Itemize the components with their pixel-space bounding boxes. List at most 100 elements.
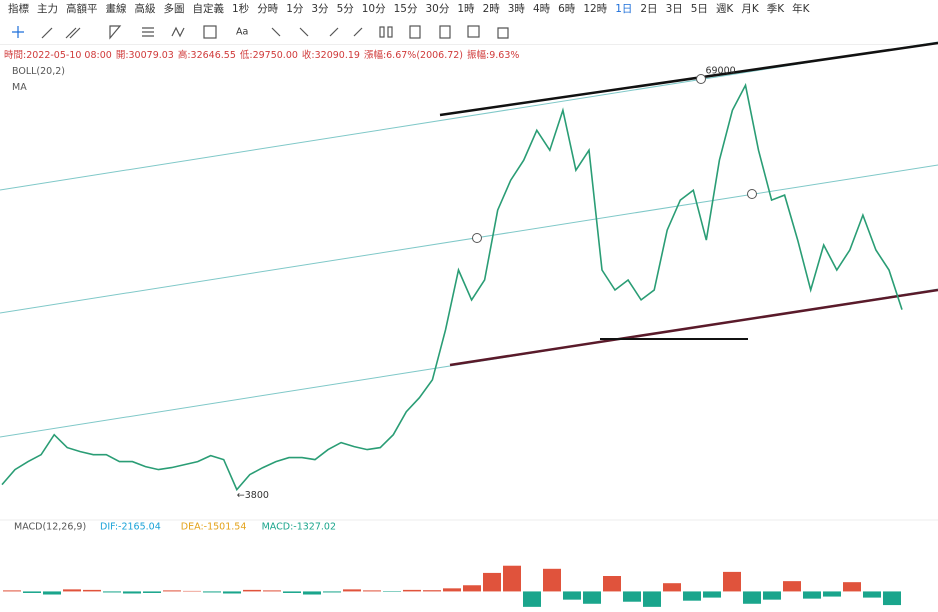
macd-bar [863,591,881,598]
toolbar-item[interactable]: 6時 [558,3,576,15]
toolbar-item[interactable]: 1分 [286,3,304,15]
macd-bar [543,568,561,592]
macd-bar [283,591,301,593]
macd-bar [3,590,21,592]
macd-bar [783,581,801,592]
macd-bar [323,591,341,593]
toolbar-item[interactable]: 畫線 [105,3,127,15]
macd-bar [423,590,441,592]
macd-bar [803,591,821,599]
macd-bar [823,591,841,597]
toolbar-item[interactable]: 3時 [507,3,525,15]
macd-bar [483,572,501,592]
toolbar-item[interactable]: 指標 [8,3,29,15]
support-line [449,288,938,367]
indicator-label[interactable]: BOLL(20,2) [12,66,65,77]
toolbar-item[interactable]: 高級 [134,3,156,15]
info-field: 高:32646.55 [177,50,236,61]
trough-label: ←3800 [237,490,269,501]
toolbar-item[interactable]: 主力 [37,3,58,15]
macd-bar [603,576,621,592]
macd-bar [403,589,421,592]
toolbar-item[interactable]: 1時 [457,3,475,15]
macd-bar [263,590,281,592]
macd-bar [563,591,581,600]
toolbar-item[interactable]: 2時 [482,3,500,15]
macd-bar [583,591,601,604]
macd-bar [243,589,261,592]
info-field: 振幅:9.63% [467,50,520,61]
price-line [1,82,903,492]
toolbar-item[interactable]: 12時 [583,3,608,15]
toolbar-item[interactable]: 2日 [640,3,658,15]
macd-bar [623,591,641,602]
macd-bar [843,582,861,592]
toolbar-item[interactable]: 1秒 [232,3,250,15]
macd-bar [443,588,461,592]
info-field: 收:32090.19 [301,50,360,61]
macd-bar [43,591,61,595]
toolbar-item[interactable]: 週K [715,3,734,15]
toolbar-item[interactable]: 自定義 [192,3,225,15]
macd-bar [643,591,661,607]
indicator-list: BOLL(20,2) MA [12,64,65,96]
toolbar-item[interactable]: 月K [741,3,759,15]
macd-bar [743,591,761,604]
macd-bar [203,591,221,593]
macd-bar [523,591,541,607]
text-tool[interactable]: Aa [236,27,248,38]
macd-bar [723,571,741,592]
macd-bar [463,585,481,592]
toolbar-item[interactable]: 年K [792,3,810,15]
macd-bar [63,589,81,592]
macd-bar [163,590,181,592]
info-field: 時間:2022-05-10 08:00 [4,50,112,61]
info-field: 低:29750.00 [239,50,298,61]
toolbar-item[interactable]: 4時 [532,3,551,15]
macd-bar [23,591,41,593]
toolbar: 指標 主力 高額平 畫線 高級 多圖 自定義 1秒 分時 1分 3分 5分 10分 15分 30分 1時 2時 3… [4,0,814,18]
toolbar-item[interactable]: 1日 [615,3,633,15]
info-field: 漲幅:6.67%(2006.72) [363,50,464,61]
channel-upper [0,41,938,191]
channel-lower [0,288,938,438]
handle[interactable] [472,233,482,243]
toolbar-item[interactable]: 15分 [393,3,418,15]
macd-title: MACD(12,26,9) [14,522,86,533]
toolbar-item[interactable]: 分時 [257,3,279,15]
toolbar-item[interactable]: 30分 [425,3,450,15]
macd-bar [83,589,101,592]
toolbar-item[interactable]: 5日 [690,3,708,15]
macd-bar [343,589,361,592]
macd-bar [223,591,241,594]
info-field: 開:30079.03 [115,50,174,61]
macd-bar [383,591,401,592]
macd-value: DEA:-1501.54 [181,522,247,533]
macd-bar [143,591,161,593]
macd-bar [763,591,781,600]
channel-mid [0,164,938,314]
toolbar-item[interactable]: 3日 [665,3,683,15]
toolbar-item[interactable]: 10分 [361,3,386,15]
macd-bar [123,591,141,594]
macd-value: DIF:-2165.04 [100,522,161,533]
peak-label: 69000 [705,66,735,77]
macd-bar [183,590,201,592]
handle[interactable] [747,189,757,199]
macd-bar [103,591,121,593]
toolbar-item[interactable]: 季K [766,3,785,15]
macd-bar [663,583,681,592]
macd-bar [363,590,381,592]
toolbar-item[interactable]: 多圖 [163,3,185,15]
indicator-label[interactable]: MA [12,82,27,93]
toolbar-item[interactable]: 5分 [336,3,354,15]
macd-bar [883,591,901,606]
tool-icons: Aa [0,25,938,45]
macd-bar [303,591,321,595]
ohlc-info: 時間:2022-05-10 08:00 開:30079.03 高:32646.55 低… [4,47,523,61]
toolbar-item[interactable]: 3分 [311,3,329,15]
toolbar-item[interactable]: 高額平 [66,3,98,15]
handle[interactable] [696,74,706,84]
